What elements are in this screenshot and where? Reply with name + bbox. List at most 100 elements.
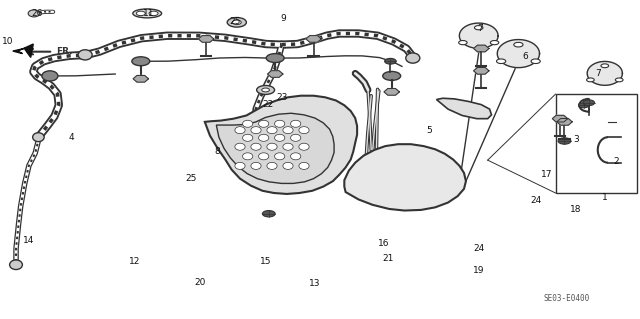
Ellipse shape (33, 133, 44, 142)
Polygon shape (205, 96, 357, 194)
Ellipse shape (248, 117, 261, 127)
Circle shape (474, 26, 483, 30)
Ellipse shape (78, 50, 92, 60)
Text: 17: 17 (541, 170, 553, 179)
Ellipse shape (243, 153, 253, 160)
Ellipse shape (299, 127, 309, 134)
Text: 18: 18 (570, 205, 582, 214)
Ellipse shape (251, 143, 261, 150)
Ellipse shape (259, 120, 269, 127)
Polygon shape (474, 45, 489, 52)
Circle shape (136, 11, 145, 16)
Ellipse shape (275, 153, 285, 160)
Circle shape (227, 18, 246, 27)
Text: 19: 19 (473, 266, 484, 275)
Circle shape (262, 211, 275, 217)
Polygon shape (133, 76, 148, 82)
Ellipse shape (243, 134, 253, 141)
Circle shape (132, 57, 150, 66)
Circle shape (531, 59, 540, 63)
Text: 1: 1 (602, 193, 607, 202)
Ellipse shape (267, 127, 277, 134)
Polygon shape (552, 115, 568, 122)
Text: 14: 14 (23, 236, 35, 245)
Circle shape (383, 71, 401, 80)
Circle shape (601, 64, 609, 68)
Circle shape (615, 78, 623, 82)
Text: 26: 26 (31, 9, 43, 18)
Text: 2: 2 (613, 157, 618, 166)
Ellipse shape (291, 134, 301, 141)
Text: 20: 20 (195, 278, 206, 287)
Circle shape (558, 138, 571, 144)
Text: 10: 10 (2, 37, 13, 46)
Ellipse shape (267, 143, 277, 150)
Polygon shape (306, 36, 321, 42)
Polygon shape (588, 62, 622, 85)
Ellipse shape (299, 143, 309, 150)
Text: 25: 25 (185, 174, 196, 183)
Ellipse shape (275, 120, 285, 127)
Circle shape (579, 103, 589, 108)
Polygon shape (344, 144, 466, 211)
Text: 7: 7 (596, 69, 601, 78)
Circle shape (586, 78, 595, 82)
Circle shape (149, 11, 158, 16)
Text: 6: 6 (522, 52, 527, 61)
Ellipse shape (283, 127, 293, 134)
Circle shape (232, 20, 241, 25)
Text: FR.: FR. (56, 47, 72, 56)
Ellipse shape (299, 162, 309, 169)
Ellipse shape (267, 162, 277, 169)
Text: 23: 23 (276, 93, 287, 102)
Polygon shape (268, 71, 283, 77)
Circle shape (459, 41, 467, 45)
Text: 3: 3 (573, 135, 579, 144)
Polygon shape (13, 44, 33, 57)
Circle shape (257, 85, 275, 94)
Circle shape (490, 41, 499, 45)
Ellipse shape (42, 71, 58, 81)
Text: 8: 8 (215, 147, 220, 156)
Text: SE03-E0400: SE03-E0400 (543, 294, 589, 303)
Ellipse shape (243, 120, 253, 127)
Ellipse shape (291, 120, 301, 127)
Text: 25: 25 (229, 17, 241, 26)
Ellipse shape (283, 162, 293, 169)
Text: 12: 12 (129, 257, 140, 266)
Text: 13: 13 (309, 279, 321, 288)
Ellipse shape (235, 162, 245, 169)
Ellipse shape (235, 143, 245, 150)
Polygon shape (384, 89, 399, 95)
Ellipse shape (133, 9, 162, 18)
Polygon shape (557, 119, 572, 125)
Polygon shape (216, 113, 334, 183)
Text: 22: 22 (262, 100, 273, 109)
Polygon shape (474, 68, 489, 74)
Ellipse shape (406, 53, 420, 63)
Text: 24: 24 (473, 244, 484, 253)
Text: 11: 11 (143, 9, 154, 18)
Ellipse shape (259, 134, 269, 141)
Text: 7: 7 (477, 24, 483, 33)
Ellipse shape (235, 127, 245, 134)
Text: 21: 21 (382, 254, 394, 263)
Polygon shape (436, 98, 492, 119)
Text: 24: 24 (531, 196, 542, 205)
Circle shape (583, 100, 595, 106)
Circle shape (514, 42, 523, 47)
Polygon shape (460, 23, 498, 48)
Text: 9: 9 (280, 14, 285, 23)
Ellipse shape (291, 153, 301, 160)
Ellipse shape (251, 127, 261, 134)
Polygon shape (497, 40, 540, 68)
Circle shape (385, 58, 396, 64)
Text: 4: 4 (69, 133, 74, 142)
Ellipse shape (275, 134, 285, 141)
Ellipse shape (283, 143, 293, 150)
Text: 5: 5 (426, 126, 431, 135)
Circle shape (266, 54, 284, 63)
Ellipse shape (10, 260, 22, 270)
Text: 16: 16 (378, 239, 390, 248)
Ellipse shape (259, 153, 269, 160)
